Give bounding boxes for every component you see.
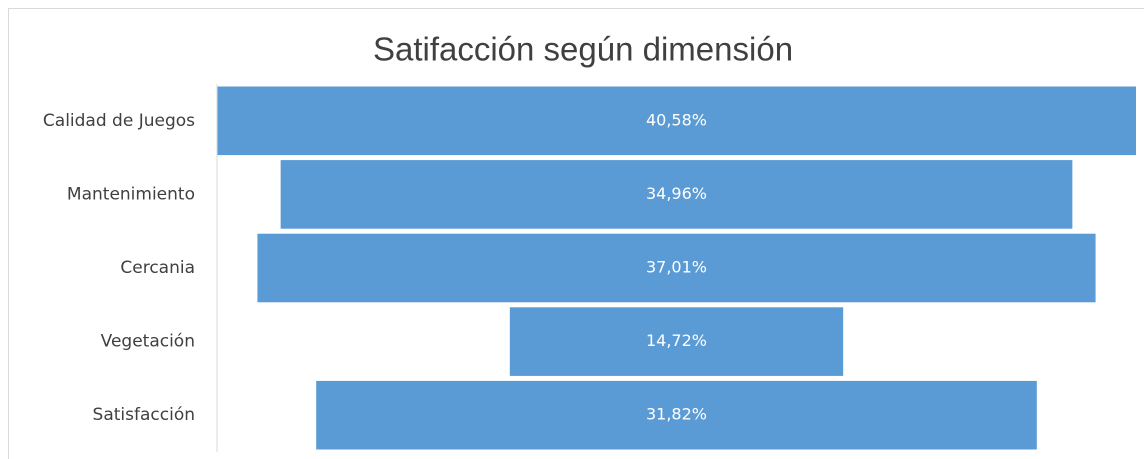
chart-title: Satifacción según dimensión — [373, 31, 793, 68]
category-label: Cercania — [120, 258, 195, 278]
data-label: 40,58% — [646, 110, 707, 129]
category-label: Vegetación — [101, 332, 195, 352]
bar — [280, 160, 1073, 229]
bar — [217, 86, 1136, 156]
category-label: Satisfacción — [93, 405, 195, 425]
bar — [316, 380, 1037, 450]
category-label: Calidad de Juegos — [43, 111, 195, 131]
bar — [257, 233, 1096, 303]
data-label: 31,82% — [646, 405, 707, 424]
bar — [509, 307, 844, 376]
data-label: 14,72% — [646, 331, 707, 350]
data-label: 37,01% — [646, 258, 707, 277]
category-label: Mantenimiento — [67, 184, 195, 204]
data-label: 34,96% — [646, 184, 707, 203]
